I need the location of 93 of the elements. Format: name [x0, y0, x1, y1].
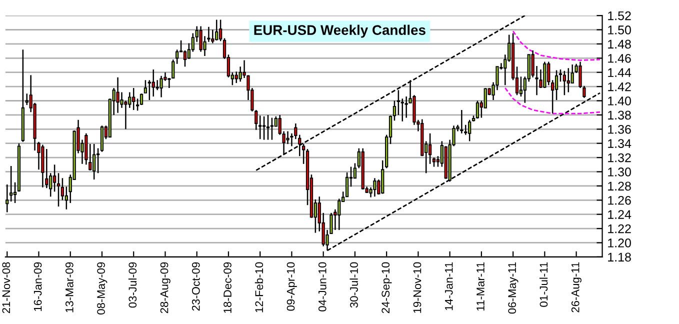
candlestick — [156, 80, 159, 91]
candlestick — [570, 64, 574, 84]
candlestick — [218, 19, 222, 42]
candlestick — [100, 124, 104, 152]
candlestick — [92, 143, 96, 180]
candlestick — [132, 87, 136, 111]
y-tick-label: 1.50 — [608, 26, 631, 34]
candlestick — [234, 71, 238, 84]
text: EUR-USD Weekly Candles — [254, 24, 426, 38]
candlestick — [476, 100, 480, 120]
line-series — [504, 87, 601, 114]
candlestick — [160, 75, 163, 98]
candlestick — [124, 100, 128, 130]
y-tick-label: 1.20 — [608, 238, 631, 248]
x-tick-label: 26-Aug-11 — [571, 262, 582, 312]
candlestick — [199, 26, 202, 52]
candlestick — [262, 116, 266, 140]
candlestick — [266, 114, 270, 140]
y-tick-label: 1.34 — [608, 139, 632, 148]
candlestick — [484, 87, 487, 108]
x-tick-label: 01-Jul-11 — [540, 262, 548, 307]
candlestick — [136, 98, 140, 112]
candlestick — [56, 172, 60, 208]
candlestick — [432, 156, 436, 168]
candlestick — [148, 80, 151, 101]
candlestick — [45, 148, 48, 189]
candlestick — [345, 172, 349, 198]
candlestick — [562, 70, 566, 96]
y-tick-label: 1.46 — [608, 54, 631, 63]
y-tick-label: 1.24 — [608, 210, 632, 219]
x-tick-label: 21-Nov-08 — [2, 262, 10, 314]
candlestick — [353, 162, 357, 179]
x-tick-label: 08-May-09 — [97, 262, 108, 314]
x-tick-label: 16-Jan-09 — [34, 262, 42, 311]
y-tick-label: 1.22 — [608, 224, 631, 234]
candlestick — [373, 178, 376, 198]
candlestick — [13, 182, 17, 204]
candlestick — [558, 68, 562, 82]
x-tick-label: 28-Aug-09 — [160, 262, 170, 314]
y-tick-label: 1.38 — [608, 110, 631, 120]
candlestick — [211, 29, 214, 44]
candlestick — [468, 119, 472, 142]
x-tick-label: 19-Nov-10 — [413, 262, 422, 313]
x-tick-label: 12-Feb-10 — [254, 262, 264, 312]
y-tick-label: 1.40 — [608, 96, 631, 106]
y-tick-label: 1.52 — [608, 11, 631, 20]
y-tick-label: 1.28 — [608, 182, 631, 191]
candlestick — [404, 96, 408, 118]
x-tick-label: 09-Apr-10 — [286, 262, 297, 311]
candlestick — [302, 143, 306, 165]
candlestick — [144, 80, 148, 94]
candlestick — [176, 49, 179, 64]
x-tick-label: 11-Mar-11 — [476, 262, 484, 311]
candlestick — [6, 184, 9, 213]
candlestick — [60, 178, 64, 201]
x-tick-label: 04-Jun-10 — [318, 262, 326, 312]
x-tick-label: 13-Mar-09 — [65, 262, 74, 312]
y-tick-label: 1.32 — [608, 153, 631, 162]
x-tick-label: 14-Jan-11 — [445, 262, 453, 310]
candlestick — [270, 117, 274, 140]
y-tick-label: 1.48 — [608, 40, 631, 49]
y-tick-label: 1.26 — [608, 196, 631, 205]
candlestick — [52, 164, 56, 192]
candlestick — [338, 198, 341, 231]
candlestick — [392, 100, 396, 122]
candlestick — [215, 19, 218, 42]
y-tick-label: 1.18 — [608, 252, 631, 262]
y-tick-label: 1.44 — [608, 68, 632, 77]
candlestick — [566, 67, 570, 93]
x-tick-label: 03-Jul-09 — [128, 262, 137, 308]
candlestick — [543, 61, 546, 89]
x-tick-label: 23-Oct-09 — [192, 262, 200, 311]
candlestick — [428, 132, 432, 165]
candlestick — [381, 160, 384, 194]
candlestick — [96, 148, 100, 174]
candlestick — [152, 68, 155, 98]
candlestick — [25, 93, 28, 106]
x-tick-label: 24-Sep-10 — [382, 262, 392, 314]
y-tick-label: 1.42 — [608, 82, 631, 92]
y-tick-label: 1.30 — [608, 168, 631, 176]
candlestick — [286, 130, 290, 145]
candlestick — [183, 50, 187, 68]
x-tick-label: 18-Dec-09 — [224, 262, 232, 313]
candlestick — [116, 76, 120, 114]
candlestick — [554, 70, 558, 101]
x-tick-label: 06-May-11 — [508, 262, 518, 314]
candlestick — [396, 89, 400, 116]
candlestick — [460, 109, 464, 134]
candlestick — [400, 98, 404, 122]
candlestick — [519, 76, 523, 98]
line-series — [512, 30, 601, 61]
x-tick-label: 30-Jul-10 — [350, 262, 358, 308]
y-tick-label: 1.36 — [608, 124, 631, 134]
